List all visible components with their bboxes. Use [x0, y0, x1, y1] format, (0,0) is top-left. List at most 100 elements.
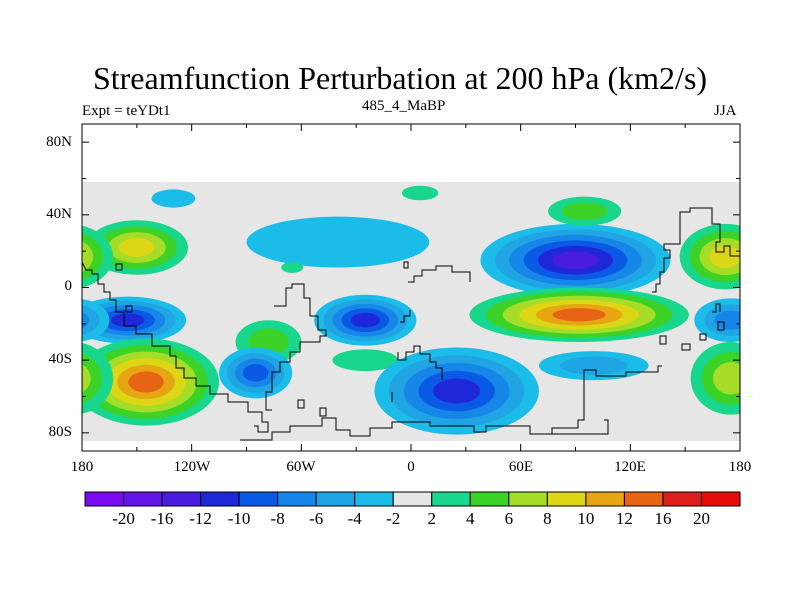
anomaly-west-pacific-low-level-3 — [714, 310, 740, 330]
anomaly-atlantic-low — [314, 294, 417, 346]
anomaly-west-pacific-high — [679, 223, 740, 290]
lon-tick-60e: 60E — [508, 459, 534, 475]
colorbar-box — [662, 491, 702, 507]
anomaly-gulf-small — [281, 262, 304, 273]
anomaly-south-pacific-high-level-6 — [128, 371, 164, 393]
colorbar-box — [238, 491, 279, 507]
coast-south-america-east — [265, 283, 327, 411]
colorbar-label: -10 — [227, 509, 251, 528]
colorbar-box — [431, 491, 471, 507]
anomaly-south-africa-low — [374, 347, 539, 435]
anomaly-south-atlantic-low-level-4 — [242, 364, 269, 382]
anomaly-west-pacific-low — [694, 298, 740, 342]
anomaly-atlantic-low-level-5 — [350, 312, 380, 328]
anomaly-north-pacific — [85, 220, 189, 275]
coast-south-america — [175, 356, 269, 433]
coast-eurasia — [408, 265, 471, 283]
coast-antarctica-east — [550, 419, 609, 435]
anomaly-south-indian-low — [538, 351, 649, 381]
anomaly-west-pacific-low-wrap — [82, 299, 110, 342]
colorbar-label: 4 — [466, 509, 475, 528]
colorbar-label: 6 — [504, 509, 514, 528]
colorbar-label: 20 — [692, 509, 710, 528]
lat-tick-40n: 40N — [46, 206, 72, 222]
lon-tick-60w: 60W — [286, 459, 316, 475]
coast-africa-south — [397, 345, 443, 380]
colorbar-box — [277, 491, 317, 507]
anomaly-south-atlantic-low — [219, 347, 293, 399]
colorbar-label: 12 — [615, 509, 633, 528]
colorbar-box — [200, 491, 240, 507]
lat-tick-80n: 80N — [46, 134, 72, 150]
coast-south-atlantic-islands — [297, 392, 393, 417]
anomaly-atlantic-wave-level-1 — [332, 349, 399, 372]
anomaly-north-atlantic-level-1 — [401, 185, 439, 201]
colorbar-box — [623, 491, 664, 507]
anomaly-tropical-atlantic — [246, 216, 430, 268]
colorbar-box — [84, 491, 125, 507]
colorbar-box — [700, 491, 741, 507]
colorbar-label: -6 — [309, 509, 324, 528]
colorbar-label: 10 — [577, 509, 595, 528]
anomaly-pacific-small — [151, 189, 196, 208]
lon-tick-120w: 120W — [173, 459, 211, 475]
colorbar-box — [315, 491, 356, 507]
streamfunction-contours — [82, 185, 740, 435]
lon-tick-180e: 180 — [728, 459, 752, 475]
anomaly-mid-latitude-asia — [548, 196, 622, 226]
map-title: Streamfunction Perturbation at 200 hPa (… — [92, 60, 708, 96]
anomaly-south-pacific-high — [82, 338, 220, 426]
experiment-label: Expt = teYDt1 — [82, 103, 171, 119]
anomaly-west-pacific-low-wrap-level-3 — [82, 312, 90, 329]
anomaly-asian-low — [480, 223, 671, 297]
colorbar-label: -2 — [386, 509, 401, 528]
coast-maritime — [659, 303, 725, 351]
coastlines — [82, 207, 740, 441]
lon-tick-180w: 180 — [70, 459, 94, 475]
colorbar-box — [508, 491, 548, 507]
anomaly-southwest-pacific-high-level-3 — [712, 362, 740, 395]
season-label: JJA — [714, 103, 737, 119]
anomaly-indian-ocean-high-level-6 — [552, 308, 606, 322]
lon-tick-0: 0 — [407, 459, 415, 475]
colorbar-label: -4 — [347, 509, 362, 528]
coast-pacific-islands — [115, 263, 133, 313]
anomaly-west-pacific-high-wrap-level-3 — [82, 241, 94, 272]
anomaly-asian-low-level-6 — [552, 251, 599, 270]
colorbar-box — [546, 491, 587, 507]
anomaly-southwest-pacific-high-wrap — [82, 342, 114, 414]
coast-east-asia — [652, 207, 740, 293]
coast-north-america — [82, 261, 176, 357]
colorbar-label: -12 — [189, 509, 212, 528]
colorbar-box — [123, 491, 163, 507]
colorbar-label: -20 — [112, 509, 135, 528]
colorbar-label: 16 — [654, 509, 672, 528]
coast-africa — [400, 310, 411, 323]
anomaly-atlantic-wave — [332, 349, 399, 372]
colorbar-box — [585, 491, 625, 507]
colorbar-box — [354, 491, 394, 507]
anomaly-pacific-small-level-1 — [151, 189, 196, 208]
lon-tick-120e: 120E — [614, 459, 646, 475]
coast-greenland-bits — [403, 261, 409, 269]
axis-ticks — [81, 124, 741, 451]
coast-antarctica — [240, 365, 662, 441]
colorbar-label: -16 — [150, 509, 174, 528]
anomaly-tropical-atlantic-level-1 — [246, 216, 430, 268]
anomaly-indian-ocean-high — [469, 287, 689, 342]
anomaly-southwest-pacific-high — [690, 342, 740, 415]
anomaly-southwest-pacific-high-wrap-level-3 — [82, 364, 91, 393]
lat-tick-80s: 80S — [48, 424, 72, 440]
colorbar-label: 2 — [427, 509, 437, 528]
anomaly-south-indian-low-level-2 — [560, 356, 628, 375]
anomaly-north-pacific-level-4 — [119, 238, 155, 258]
colorbar — [84, 491, 741, 507]
lat-tick-equator: 0 — [64, 278, 73, 294]
colorbar-box — [392, 491, 433, 507]
case-label: 485_4_MaBP — [362, 98, 446, 114]
anomaly-west-pacific-high-wrap-level-4 — [82, 252, 84, 262]
anomaly-south-pacific-low-level-5 — [110, 313, 145, 327]
colorbar-box — [469, 491, 510, 507]
anomaly-north-atlantic — [401, 185, 439, 201]
